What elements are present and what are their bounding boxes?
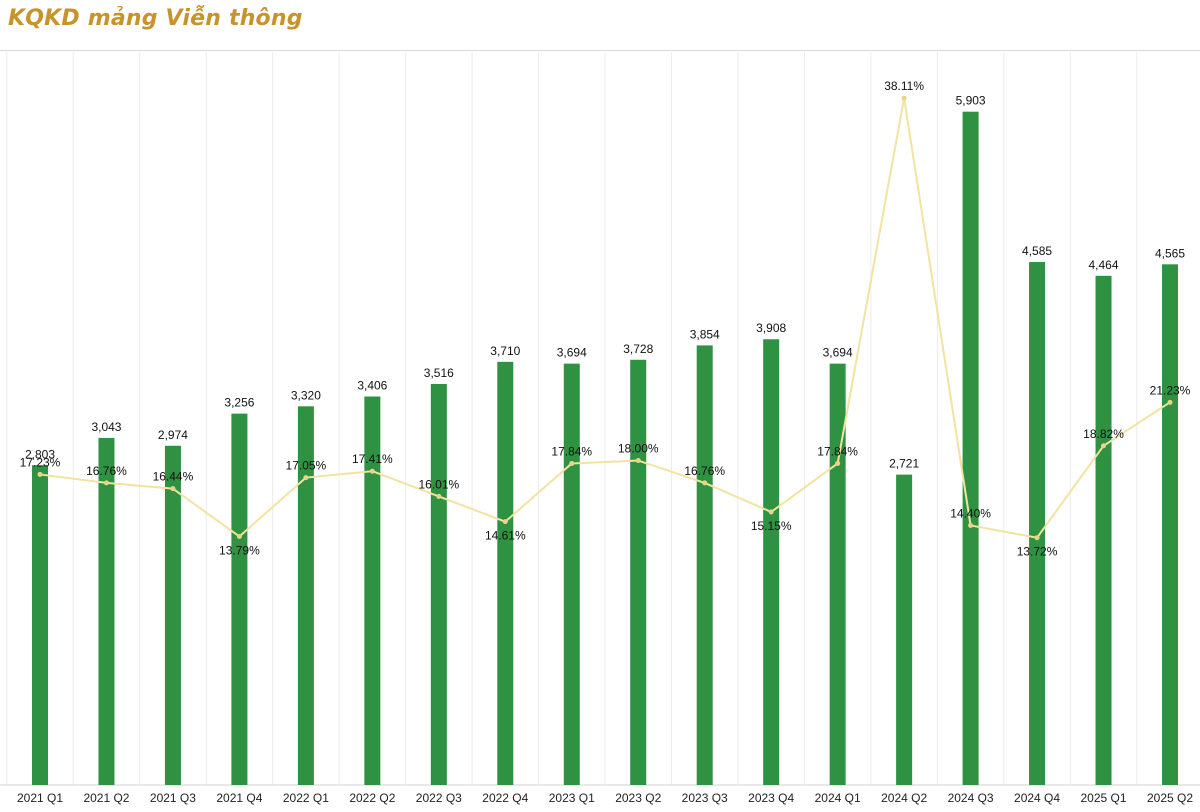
bar	[1095, 275, 1112, 785]
bar	[829, 363, 846, 785]
line-value-label: 14.61%	[485, 529, 526, 543]
x-tick-label: 2021 Q4	[216, 791, 262, 805]
bar	[297, 406, 314, 785]
line-value-label: 13.72%	[1017, 545, 1058, 559]
line-value-label: 15.15%	[751, 519, 792, 533]
line-point	[901, 95, 907, 101]
line-point	[103, 480, 109, 486]
line-point	[37, 471, 43, 477]
margin-line-series	[37, 95, 1173, 541]
line-value-label: 38.11%	[884, 79, 924, 93]
x-tick-label: 2023 Q3	[682, 791, 728, 805]
bar	[1029, 262, 1046, 785]
bar-value-label: 2,974	[158, 428, 188, 442]
line-value-label: 17.84%	[817, 444, 858, 458]
bar-value-label: 3,728	[623, 342, 653, 356]
bar	[98, 437, 115, 785]
line-value-label: 18.82%	[1083, 427, 1124, 441]
line-point	[635, 458, 641, 464]
bar	[164, 445, 181, 785]
x-tick-label: 2023 Q1	[549, 791, 595, 805]
bar	[563, 363, 580, 785]
bar-value-label: 4,585	[1022, 244, 1052, 258]
line-point	[369, 468, 375, 474]
bar-value-label: 3,694	[823, 346, 853, 360]
line-point	[569, 460, 575, 466]
bar-value-label: 3,516	[424, 366, 454, 380]
bar-value-label: 3,406	[357, 379, 387, 393]
chart-title: KQKD mảng Viễn thông	[8, 6, 303, 31]
bar	[763, 339, 780, 785]
line-value-label: 16.44%	[153, 470, 194, 484]
line-point	[835, 460, 841, 466]
line-point	[502, 519, 508, 525]
x-tick-label: 2024 Q4	[1014, 791, 1060, 805]
line-point	[702, 480, 708, 486]
gridlines	[0, 52, 1200, 786]
data-labels: 2,803 3,043 2,974 3,256 3,320 3,406 3,516 3,710…	[20, 79, 1191, 559]
bar-value-label: 3,043	[91, 420, 121, 434]
x-tick-label: 2022 Q1	[283, 791, 329, 805]
line-point	[436, 493, 442, 499]
x-tick-label: 2022 Q2	[349, 791, 395, 805]
x-tick-label: 2021 Q1	[17, 791, 63, 805]
line-point	[1101, 443, 1107, 449]
x-tick-label: 2025 Q2	[1147, 791, 1193, 805]
bar	[231, 413, 248, 785]
line-value-label: 16.76%	[86, 464, 127, 478]
bar-value-label: 3,256	[224, 396, 254, 410]
bar-series	[32, 111, 1178, 785]
bar-value-label: 4,565	[1155, 246, 1185, 260]
bar-value-label: 3,854	[690, 327, 720, 341]
x-tick-label: 2024 Q1	[815, 791, 861, 805]
bar	[497, 361, 514, 785]
bar-value-label: 2,721	[889, 457, 919, 471]
bar	[962, 111, 979, 785]
line-point	[303, 475, 309, 481]
bar	[630, 359, 647, 785]
bar-value-label: 3,710	[490, 344, 520, 358]
line-value-label: 14.40%	[950, 506, 991, 520]
x-tick-label: 2024 Q3	[948, 791, 994, 805]
bar	[364, 396, 381, 785]
bar-value-label: 4,464	[1089, 258, 1119, 272]
line-value-label: 13.79%	[219, 543, 260, 557]
line-value-label: 17.23%	[20, 455, 61, 469]
line-point	[1167, 399, 1173, 405]
bar	[430, 383, 447, 785]
bar-value-label: 5,903	[956, 94, 986, 108]
line-value-label: 16.01%	[418, 477, 459, 491]
line-value-label: 16.76%	[684, 464, 725, 478]
line-value-label: 17.05%	[286, 459, 327, 473]
line-value-label: 17.41%	[352, 452, 393, 466]
bar	[32, 465, 48, 785]
bar-value-label: 3,320	[291, 388, 321, 402]
line-value-label: 18.00%	[618, 442, 659, 456]
bar-value-label: 2,803	[25, 447, 55, 461]
x-tick-label: 2022 Q3	[416, 791, 462, 805]
line-point	[768, 509, 774, 515]
x-tick-label: 2023 Q2	[615, 791, 661, 805]
x-tick-label: 2022 Q4	[482, 791, 528, 805]
bar-value-label: 3,908	[756, 321, 786, 335]
x-tick-label: 2021 Q3	[150, 791, 196, 805]
bar	[896, 474, 913, 785]
title-divider	[0, 50, 1200, 51]
bar	[696, 345, 713, 785]
x-axis-ticks: 2021 Q1 2021 Q2 2021 Q3 2021 Q4 2022 Q1 2022 …	[17, 791, 1193, 805]
line-value-label: 21.23%	[1150, 383, 1191, 397]
x-tick-label: 2021 Q2	[83, 791, 129, 805]
x-tick-label: 2023 Q4	[748, 791, 794, 805]
line-point	[236, 533, 242, 539]
x-tick-label: 2025 Q1	[1081, 791, 1127, 805]
bar	[1162, 264, 1178, 785]
margin-line	[39, 97, 1171, 539]
bar-value-label: 3,694	[557, 346, 587, 360]
line-point	[170, 486, 176, 492]
line-point	[1034, 535, 1040, 541]
line-point	[968, 522, 974, 528]
line-value-label: 17.84%	[551, 444, 592, 458]
x-tick-label: 2024 Q2	[881, 791, 927, 805]
